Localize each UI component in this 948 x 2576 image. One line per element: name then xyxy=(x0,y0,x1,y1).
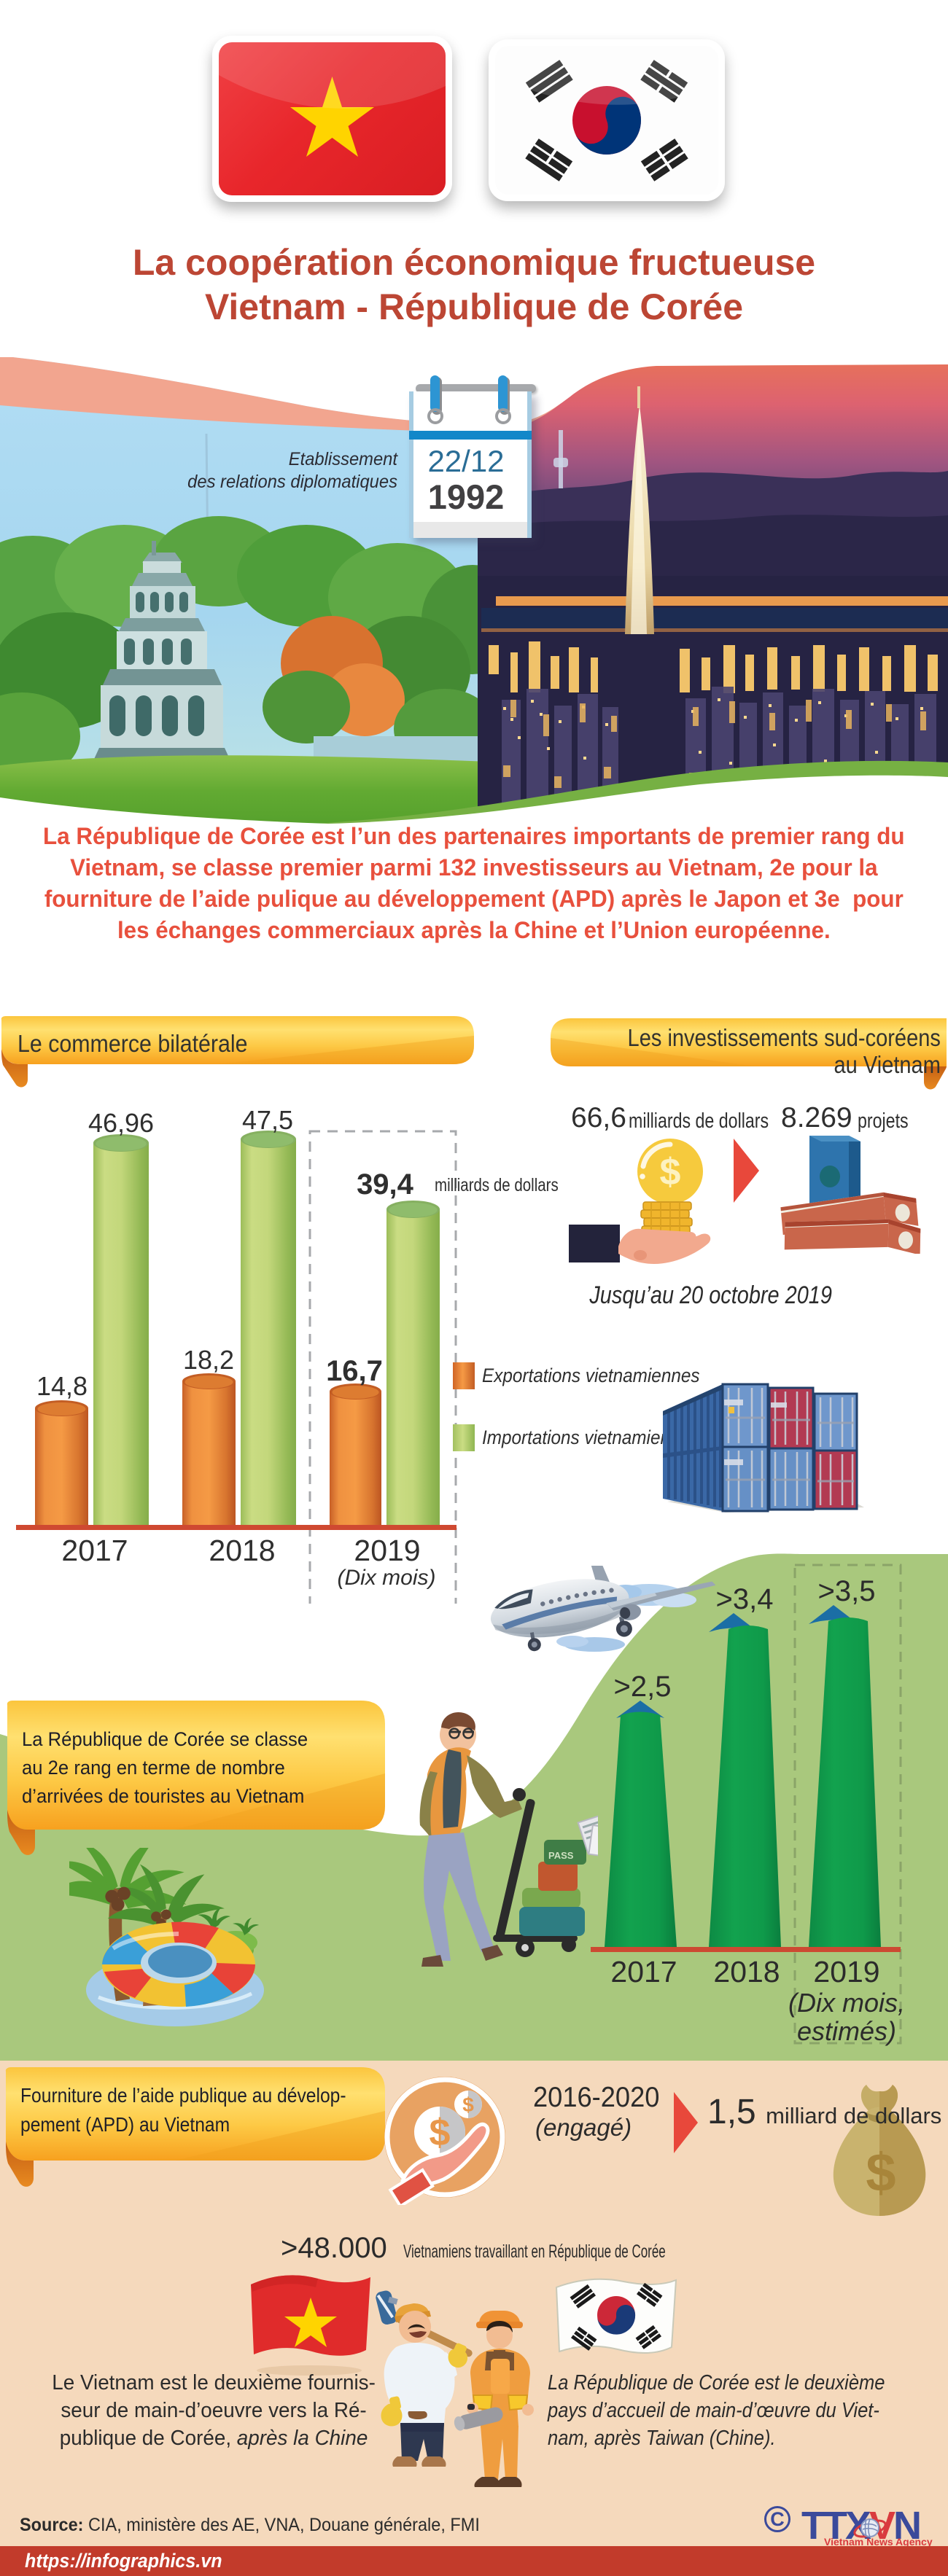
svg-text:$: $ xyxy=(866,2142,895,2203)
svg-text:$: $ xyxy=(462,2093,474,2116)
svg-text:PASS: PASS xyxy=(548,1850,574,1861)
svg-text:$: $ xyxy=(430,2112,451,2154)
svg-text:$: $ xyxy=(660,1151,681,1193)
